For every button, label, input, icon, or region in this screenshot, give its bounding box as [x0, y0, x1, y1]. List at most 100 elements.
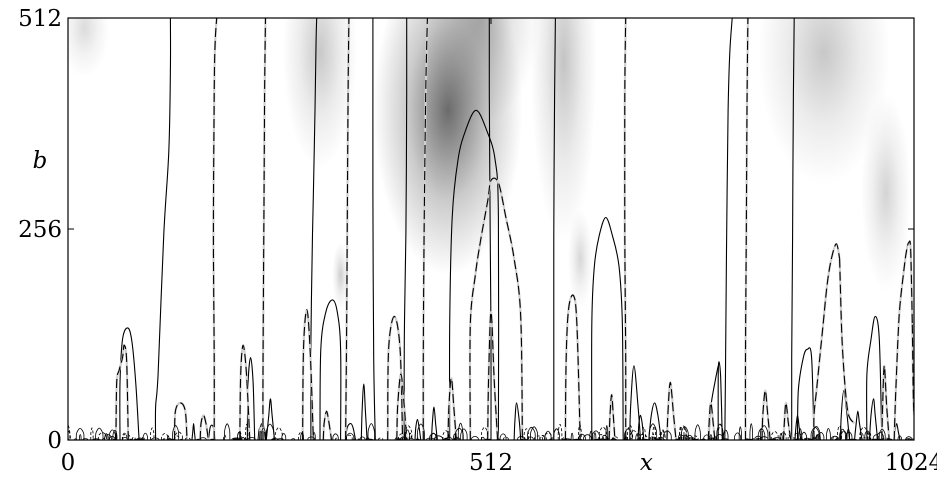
dashed-contour — [115, 344, 129, 440]
small-contour — [607, 437, 617, 440]
small-contour — [756, 437, 762, 440]
dashed-contour — [387, 315, 404, 440]
dashed-contour — [262, 18, 267, 440]
small-contour — [457, 422, 464, 440]
dashed-contour — [744, 18, 749, 440]
small-contour — [109, 435, 116, 440]
small-contour — [82, 438, 89, 440]
small-contour — [481, 426, 489, 440]
small-contour — [598, 433, 604, 440]
solid-contour — [360, 383, 368, 440]
small-contour — [583, 434, 592, 440]
small-contour — [405, 429, 410, 440]
solid-contour — [553, 18, 556, 440]
dashed-contour — [813, 243, 841, 440]
small-contour — [527, 426, 536, 440]
small-contour — [122, 433, 131, 440]
small-contour — [678, 437, 687, 440]
y-axis-label: b — [33, 148, 48, 174]
small-contour — [638, 433, 648, 440]
small-contour — [291, 438, 296, 440]
dashed-contour — [422, 18, 428, 440]
dashed-contour — [881, 365, 890, 440]
solid-contour — [629, 365, 642, 440]
dashed-contour-halo — [707, 401, 716, 440]
small-contour — [826, 428, 831, 440]
small-contour — [307, 436, 316, 440]
x-tick-label: 0 — [61, 450, 76, 476]
dashed-contour — [469, 177, 523, 440]
small-contour — [627, 424, 634, 440]
small-contour — [859, 426, 869, 440]
small-contour — [658, 437, 664, 440]
small-contour — [79, 434, 82, 440]
small-contour — [770, 431, 779, 440]
small-contour — [709, 434, 713, 440]
solid-contour — [448, 109, 500, 440]
small-contour — [897, 435, 902, 440]
solid-contour — [488, 18, 492, 440]
y-tick-label: 256 — [18, 217, 62, 243]
small-contour — [241, 436, 245, 440]
solid-contour — [310, 18, 318, 440]
dashed-contour-halo — [199, 414, 210, 440]
dashed-contour — [624, 18, 627, 440]
small-contour — [734, 432, 742, 440]
dashed-contour — [239, 344, 251, 440]
small-contour — [471, 435, 479, 440]
small-contour — [281, 433, 287, 440]
small-contour — [905, 436, 913, 440]
small-contour — [150, 427, 155, 440]
small-contour — [759, 425, 769, 440]
small-contour — [404, 425, 413, 440]
small-contour — [648, 423, 658, 440]
small-contour — [75, 427, 85, 440]
small-contour — [812, 425, 821, 440]
solid-contour — [866, 315, 883, 440]
small-contour — [90, 427, 94, 440]
small-contour — [793, 432, 803, 440]
dashed-contour — [345, 18, 350, 440]
small-contour — [237, 431, 242, 440]
small-contour — [779, 432, 783, 440]
shading-blob — [567, 209, 593, 309]
small-contour — [577, 424, 582, 440]
dashed-contour-halo — [446, 377, 458, 440]
x-axis-label: x — [640, 450, 653, 476]
small-contour — [840, 430, 848, 440]
axis-ticks: 0 512 1024 0 256 512 — [18, 6, 937, 476]
small-contour — [872, 434, 880, 440]
small-contour — [544, 432, 553, 440]
small-contour — [332, 433, 339, 440]
dashed-contour — [487, 311, 499, 440]
small-contour — [245, 423, 249, 440]
y-tick-label: 512 — [18, 6, 62, 32]
small-contour — [715, 434, 724, 440]
small-contour — [416, 423, 425, 440]
small-contour — [517, 435, 526, 440]
solid-contour — [513, 402, 522, 440]
small-contour — [635, 433, 641, 440]
small-contour — [624, 428, 633, 440]
dashed-contour — [761, 389, 771, 440]
small-contour — [716, 423, 724, 440]
small-contour — [346, 434, 353, 440]
solid-contour — [154, 18, 172, 440]
small-contour — [530, 426, 539, 440]
small-contour — [679, 434, 687, 440]
small-contour — [629, 430, 638, 440]
solid-contour — [265, 398, 276, 440]
small-contour — [817, 431, 825, 440]
small-contour — [151, 437, 160, 440]
dashed-contour — [608, 394, 616, 440]
small-contour — [224, 423, 231, 440]
small-contour — [707, 437, 715, 440]
solid-contour — [648, 402, 662, 440]
small-contour — [223, 434, 227, 440]
small-contour — [274, 426, 283, 440]
solid-contour — [319, 299, 342, 440]
shading-blob — [68, 18, 110, 78]
small-contour — [335, 437, 338, 440]
small-contour — [142, 432, 148, 440]
small-contour — [578, 433, 586, 440]
